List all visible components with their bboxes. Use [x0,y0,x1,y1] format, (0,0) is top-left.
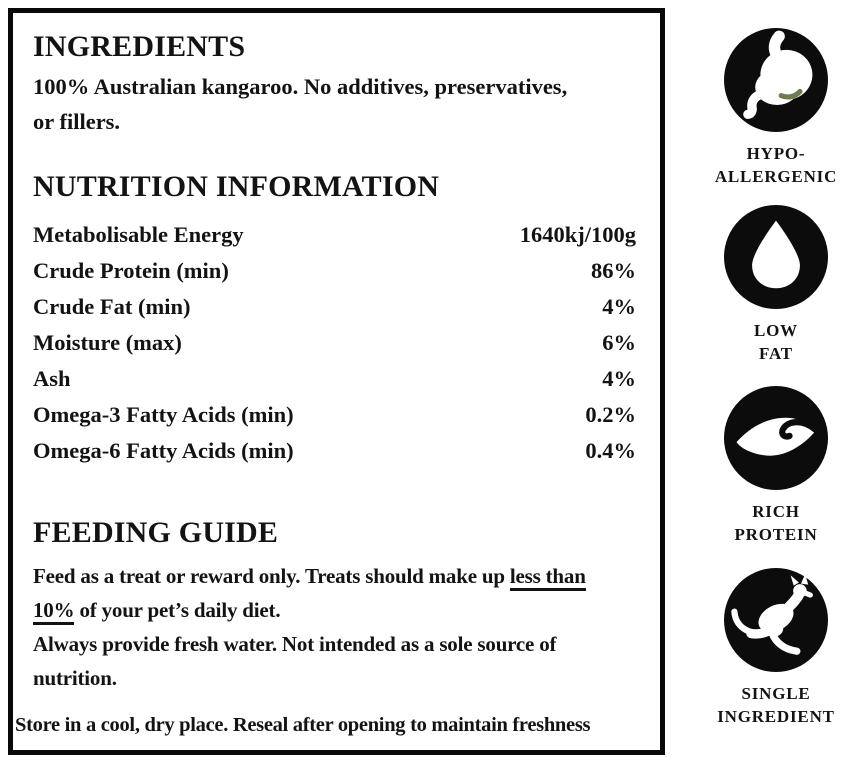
feeding-text: Feed as a treat or reward only. Treats s… [33,559,636,695]
feeding-line: 10% of your pet’s daily diet. [33,593,636,627]
nutrient-value: 4% [602,366,636,391]
nutrition-heading: NUTRITION INFORMATION [33,170,440,203]
feeding-line-text: Feed as a treat or reward only. Treats s… [33,564,510,588]
meat-cut-icon [724,386,828,490]
nutrition-table: Metabolisable Energy 1640kj/100g Crude P… [33,217,636,469]
feeding-underlined-text: less than [509,564,586,591]
nutrient-name: Metabolisable Energy [33,222,244,247]
feeding-line: Always provide fresh water. Not intended… [33,632,557,656]
badge-label-line: SINGLE [741,684,811,703]
nutrient-name: Crude Fat (min) [33,294,191,319]
nutrition-row: Omega-3 Fatty Acids (min) 0.2% [33,397,636,433]
nutrient-name: Moisture (max) [33,330,182,355]
stomach-accent-dash [778,88,803,100]
badge-rich-protein: RICH PROTEIN [724,386,828,546]
kangaroo-icon [724,568,828,672]
badge-label: RICH PROTEIN [734,500,817,546]
badge-label-line: INGREDIENT [717,707,835,726]
ingredients-line: or fillers. [33,109,121,134]
nutrition-row: Ash 4% [33,361,636,397]
nutrient-name: Omega-3 Fatty Acids (min) [33,402,294,427]
feeding-line: nutrition. [33,666,117,690]
storage-note: Store in a cool, dry place. Reseal after… [15,714,591,736]
feeding-line: Feed as a treat or reward only. Treats s… [33,559,636,593]
badge-label-line: FAT [759,344,793,363]
badge-label: HYPO- ALLERGENIC [715,142,837,188]
feeding-line-text: of your pet’s daily diet. [74,598,281,622]
nutrient-value: 0.4% [585,438,636,463]
nutrition-row: Crude Protein (min) 86% [33,253,636,289]
badge-label: LOW FAT [754,319,798,365]
ingredients-text: 100% Australian kangaroo. No additives, … [33,69,636,139]
nutrient-name: Omega-6 Fatty Acids (min) [33,438,294,463]
nutrition-row: Moisture (max) 6% [33,325,636,361]
nutrient-value: 0.2% [585,402,636,427]
nutrition-row: Crude Fat (min) 4% [33,289,636,325]
badge-single-ingredient: SINGLE INGREDIENT [717,568,835,728]
badge-label: SINGLE INGREDIENT [717,682,835,728]
badge-column: HYPO- ALLERGENIC LOW FAT RICH PROTEIN [690,0,862,728]
feeding-underlined-text: 10% [33,598,75,625]
badge-label-line: RICH [752,502,800,521]
badge-low-fat: LOW FAT [724,205,828,365]
badge-label-line: ALLERGENIC [714,167,838,186]
nutrient-value: 1640kj/100g [519,222,636,247]
nutrition-row: Metabolisable Energy 1640kj/100g [33,217,636,253]
nutrient-value: 6% [602,330,636,355]
badge-label-line: PROTEIN [734,525,818,544]
ingredients-line: 100% Australian kangaroo. No additives, … [33,74,568,99]
feeding-heading: FEEDING GUIDE [33,516,279,549]
nutrient-value: 4% [602,294,636,319]
badge-label-line: LOW [754,321,798,340]
nutrition-row: Omega-6 Fatty Acids (min) 0.4% [33,433,636,469]
nutrient-value: 86% [591,258,636,283]
ingredients-heading: INGREDIENTS [33,30,246,63]
badge-label-line: HYPO- [746,144,806,163]
nutrient-name: Ash [33,366,71,391]
info-panel: INGREDIENTS 100% Australian kangaroo. No… [8,8,665,755]
stomach-icon [724,28,828,132]
water-drop-icon [724,205,828,309]
badge-hypoallergenic: HYPO- ALLERGENIC [715,28,837,188]
nutrient-name: Crude Protein (min) [33,258,229,283]
